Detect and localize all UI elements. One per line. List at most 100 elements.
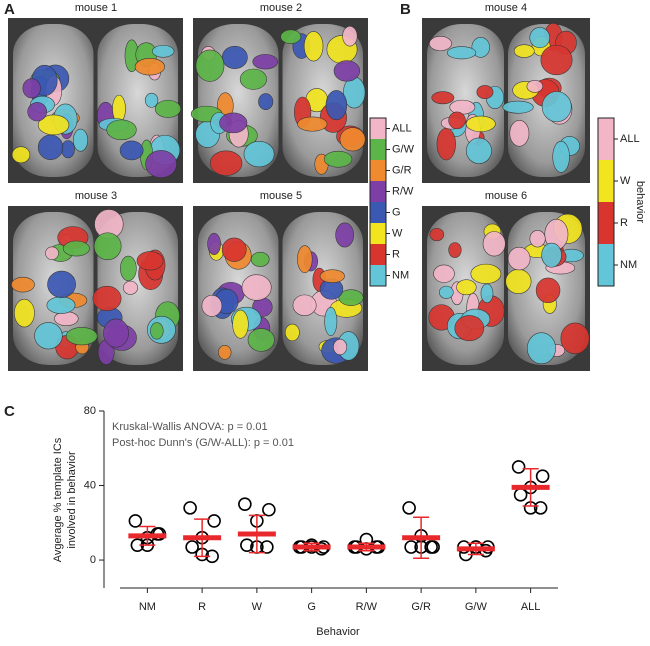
region: [122, 280, 138, 295]
region: [46, 296, 76, 314]
region: [151, 44, 175, 58]
region: [505, 269, 532, 294]
region: [529, 27, 551, 49]
brain-image: [8, 18, 183, 183]
legend-swatch: [370, 202, 386, 223]
region: [303, 31, 324, 62]
data-point: [128, 514, 143, 528]
region: [482, 231, 506, 257]
region: [552, 140, 570, 173]
region: [150, 322, 164, 340]
region: [526, 332, 556, 365]
region: [22, 78, 41, 99]
legend-label: G/R: [392, 164, 412, 176]
region: [428, 36, 452, 52]
region: [431, 91, 455, 105]
region: [14, 298, 35, 328]
region: [11, 276, 35, 293]
x-axis-label: Behavior: [316, 626, 360, 638]
legend-label: R: [392, 248, 400, 260]
region: [136, 251, 164, 271]
legend-swatch: [370, 118, 386, 139]
data-point: [238, 497, 252, 511]
region: [297, 116, 328, 132]
region: [284, 323, 300, 342]
data-point: [183, 501, 197, 515]
legend-label: R/W: [392, 185, 414, 197]
region: [335, 222, 355, 248]
region: [338, 289, 364, 306]
panel-label: B: [400, 1, 411, 18]
y-tick-label: 0: [90, 554, 96, 566]
legend-swatch: [598, 160, 614, 202]
legend-swatch: [370, 139, 386, 160]
panel-label: A: [4, 1, 15, 18]
x-tick-label: G/R: [411, 601, 431, 613]
region: [195, 49, 225, 82]
legend-frame: [369, 117, 387, 287]
region: [456, 279, 477, 296]
region: [241, 274, 272, 301]
y-axis-label: Avgerage % template ICs: [52, 437, 64, 562]
region: [324, 306, 338, 337]
region: [454, 315, 485, 342]
region: [513, 44, 535, 58]
panel-label: C: [4, 403, 15, 420]
brain-image: [422, 206, 590, 371]
region: [219, 112, 248, 134]
region: [61, 140, 75, 159]
data-point: [533, 501, 548, 515]
legend-swatch: [598, 244, 614, 286]
x-tick-label: W: [252, 601, 263, 613]
region: [119, 140, 144, 161]
x-tick-label: NM: [139, 601, 156, 613]
brain-image: [193, 206, 368, 371]
region: [252, 54, 278, 70]
region: [535, 277, 561, 304]
data-point: [404, 540, 418, 554]
region: [134, 58, 165, 76]
region: [540, 44, 573, 76]
region: [448, 111, 466, 130]
region: [243, 140, 275, 168]
y-tick-label: 40: [84, 479, 96, 491]
region: [529, 230, 546, 248]
region: [342, 25, 358, 47]
region: [333, 60, 361, 82]
x-tick-label: G/W: [465, 601, 488, 613]
legend-label: ALL: [620, 133, 640, 145]
image-title: mouse 2: [260, 2, 302, 14]
x-tick-label: ALL: [521, 601, 541, 613]
data-point: [207, 514, 221, 528]
legend-label: G/W: [392, 143, 415, 155]
brain-image: [190, 18, 368, 183]
region: [144, 92, 159, 108]
region: [221, 45, 248, 69]
region: [62, 240, 90, 257]
legend-title: behavior: [634, 181, 646, 224]
region: [218, 345, 232, 360]
region: [509, 119, 530, 147]
legend-swatch: [598, 118, 614, 160]
region: [106, 119, 137, 141]
y-tick-label: 80: [84, 405, 96, 417]
region: [471, 36, 490, 58]
data-point: [240, 538, 254, 552]
image-title: mouse 5: [260, 190, 302, 202]
legend-swatch: [370, 160, 386, 181]
data-point: [511, 460, 526, 474]
annotation: Kruskal-Wallis ANOVA: p = 0.01: [112, 421, 268, 433]
legend-label: ALL: [392, 122, 412, 134]
region: [541, 242, 562, 268]
data-point: [185, 540, 199, 554]
region: [258, 93, 274, 111]
region: [209, 150, 243, 176]
y-axis-label: involved in behavior: [66, 451, 78, 549]
legend-swatch: [370, 244, 386, 265]
region: [323, 150, 353, 168]
region: [502, 100, 534, 114]
region: [297, 245, 313, 274]
data-point: [402, 501, 416, 515]
region: [37, 134, 64, 160]
region: [280, 29, 302, 45]
